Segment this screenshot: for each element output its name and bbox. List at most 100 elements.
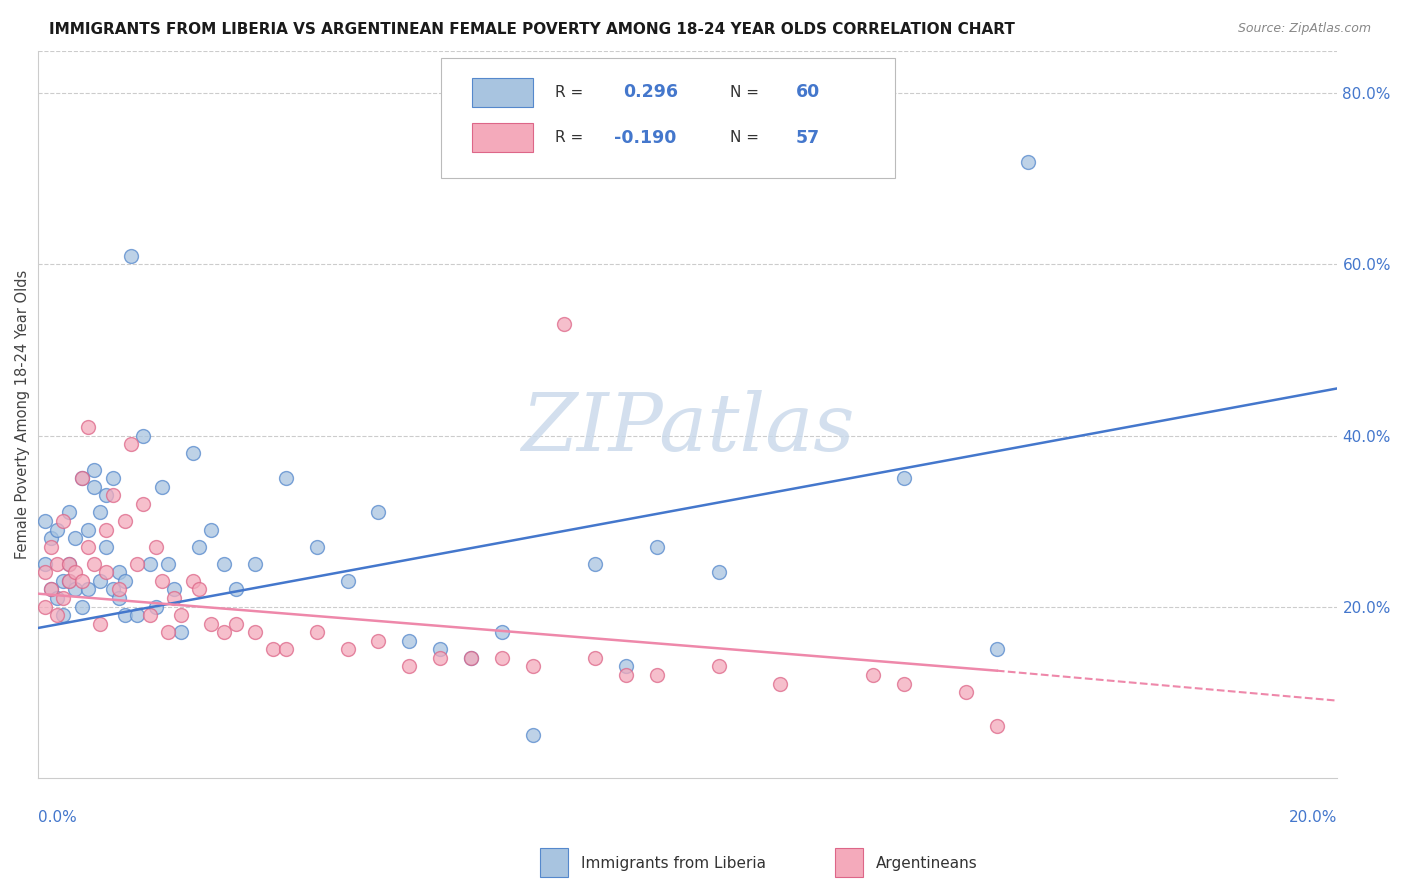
Point — [181, 574, 204, 588]
Point — [114, 608, 136, 623]
Point — [45, 523, 67, 537]
FancyBboxPatch shape — [835, 847, 863, 877]
Point — [107, 566, 129, 580]
Point — [96, 566, 118, 580]
Point — [274, 471, 297, 485]
Point — [769, 676, 792, 690]
Point — [645, 668, 668, 682]
Point — [58, 574, 80, 588]
Point — [305, 625, 328, 640]
Point — [145, 599, 167, 614]
Point — [163, 582, 186, 597]
Point — [138, 608, 160, 623]
Text: 0.296: 0.296 — [623, 83, 678, 101]
Point — [89, 616, 111, 631]
Point — [96, 488, 118, 502]
Point — [138, 557, 160, 571]
Point — [76, 523, 98, 537]
Point — [336, 574, 359, 588]
Point — [398, 659, 420, 673]
Point — [52, 574, 75, 588]
Point — [212, 625, 235, 640]
Point — [200, 616, 222, 631]
Point — [200, 523, 222, 537]
Point — [58, 557, 80, 571]
Point — [101, 488, 124, 502]
Point — [150, 480, 173, 494]
Point — [707, 566, 730, 580]
Point — [76, 540, 98, 554]
Point — [188, 582, 211, 597]
Point — [522, 728, 544, 742]
Point — [132, 428, 155, 442]
Point — [45, 557, 67, 571]
Point — [986, 642, 1008, 657]
Point — [52, 608, 75, 623]
Point — [83, 463, 105, 477]
Point — [101, 582, 124, 597]
Point — [34, 566, 56, 580]
Point — [70, 471, 93, 485]
Point — [65, 582, 87, 597]
Point — [169, 625, 191, 640]
Point — [52, 591, 75, 605]
Point — [45, 591, 67, 605]
Point — [127, 557, 149, 571]
Point — [491, 625, 513, 640]
Text: -0.190: -0.190 — [613, 129, 676, 147]
Point — [58, 557, 80, 571]
Point — [114, 574, 136, 588]
Text: 60: 60 — [796, 83, 820, 101]
Point — [398, 633, 420, 648]
Point — [89, 574, 111, 588]
Text: Argentineans: Argentineans — [876, 856, 977, 871]
Text: N =: N = — [731, 85, 759, 100]
Point — [39, 582, 62, 597]
Point — [274, 642, 297, 657]
Text: IMMIGRANTS FROM LIBERIA VS ARGENTINEAN FEMALE POVERTY AMONG 18-24 YEAR OLDS CORR: IMMIGRANTS FROM LIBERIA VS ARGENTINEAN F… — [49, 22, 1015, 37]
Point — [96, 523, 118, 537]
Point — [614, 659, 637, 673]
Point — [114, 514, 136, 528]
Point — [181, 445, 204, 459]
Point — [70, 471, 93, 485]
FancyBboxPatch shape — [441, 58, 896, 178]
Text: ZIPatlas: ZIPatlas — [520, 390, 855, 467]
Point — [107, 591, 129, 605]
Point — [34, 557, 56, 571]
Point — [460, 650, 482, 665]
Point — [707, 659, 730, 673]
Point — [243, 557, 266, 571]
Point — [986, 719, 1008, 733]
Text: 0.0%: 0.0% — [38, 810, 77, 825]
Point — [1017, 154, 1039, 169]
Text: N =: N = — [731, 130, 759, 145]
Point — [522, 659, 544, 673]
Point — [367, 633, 389, 648]
Point — [58, 506, 80, 520]
FancyBboxPatch shape — [472, 78, 533, 107]
Point — [101, 471, 124, 485]
Point — [169, 608, 191, 623]
Point — [955, 685, 977, 699]
Point — [145, 540, 167, 554]
Point — [127, 608, 149, 623]
Point — [243, 625, 266, 640]
Point — [429, 642, 451, 657]
Point — [150, 574, 173, 588]
Y-axis label: Female Poverty Among 18-24 Year Olds: Female Poverty Among 18-24 Year Olds — [15, 269, 30, 558]
Point — [645, 540, 668, 554]
Point — [120, 249, 142, 263]
Text: Source: ZipAtlas.com: Source: ZipAtlas.com — [1237, 22, 1371, 36]
Point — [583, 650, 606, 665]
Point — [553, 318, 575, 332]
Point — [893, 471, 915, 485]
Text: 20.0%: 20.0% — [1288, 810, 1337, 825]
Point — [65, 531, 87, 545]
Point — [132, 497, 155, 511]
Point — [429, 650, 451, 665]
Point — [614, 668, 637, 682]
FancyBboxPatch shape — [472, 123, 533, 153]
Point — [188, 540, 211, 554]
Point — [65, 566, 87, 580]
